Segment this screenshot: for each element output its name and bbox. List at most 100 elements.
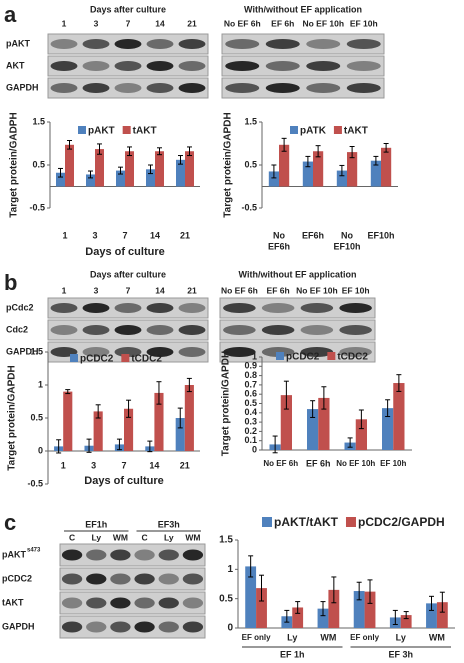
y-tick-label: 0.3 [244,416,257,426]
blot-band [182,549,204,561]
blot-band [146,347,174,357]
lane-label: 7 [126,18,131,28]
bar [185,151,194,187]
bar [95,149,104,187]
blot-band [134,621,155,633]
row-label: GAPDH [6,82,39,92]
legend-swatch [70,354,78,362]
y-tick-label: 0.5 [32,159,45,169]
lane-label: C [142,532,148,542]
blot-band [86,621,107,633]
y-tick-label: 0.2 [244,426,257,436]
y-tick-label: 0 [38,445,43,455]
panel-label: b [4,270,17,295]
blot-strip [221,77,385,99]
bar [292,607,304,628]
x-tick-label: EF only [242,633,271,642]
bar [154,392,164,451]
blot-strip [221,55,385,77]
blot-band [339,325,372,335]
blot-band [265,83,300,93]
y-axis-label: Target protein/GADPH [9,112,20,217]
legend-label: tCDC2 [337,352,368,363]
legend-label: pCDC2 [80,354,114,365]
bar [313,151,324,187]
legend-swatch [262,517,272,527]
blot-band [158,573,179,585]
y-tick-label: -0.5 [27,478,43,488]
blot-group: EF3h [158,519,180,529]
blot-strip [219,297,376,319]
blot-band [114,83,142,93]
blot-band [146,325,174,335]
blot-band [178,347,206,357]
bar [302,161,313,187]
bar [336,170,347,187]
blot-band [146,83,174,93]
x-tick-label: EF 10h [380,459,406,468]
x-tick-label: EF6h [268,241,290,251]
panel-label: c [4,510,16,535]
blot-header: Days after culture [90,4,166,14]
legend-label: tAKT [344,126,368,137]
blot-band [50,303,78,313]
x-tick-label: WM [429,632,445,642]
bar [318,397,330,450]
y-tick-label: 0.5 [244,159,257,169]
blot-band [265,61,300,71]
blot-strip [219,341,376,363]
bar [124,408,134,451]
blot-band [82,325,110,335]
y-axis-label: Target protein/GAPDH [7,365,18,470]
blot-header: Days after culture [90,269,166,279]
blot-band [50,61,78,71]
bar [93,411,103,451]
x-tick-label: EF only [350,633,379,642]
x-tick-label: EF6h [302,230,324,240]
legend-label: pATK [300,126,327,137]
x-tick-label: No EF 10h [336,459,375,468]
bar [176,159,185,187]
y-tick-label: 0 [252,444,257,454]
y-tick-label: 0.8 [244,370,257,380]
lane-label: No EF 6h [221,285,258,295]
y-tick-label: 1 [38,379,43,389]
bar [381,147,392,187]
lane-label: Ly [164,532,174,542]
lane-label: 21 [187,285,197,295]
lane-label: Ly [91,532,101,542]
y-tick-label: -0.5 [29,202,45,212]
blot-header: With/without EF application [244,4,362,14]
x-axis-label: Days of culture [85,246,164,258]
blot-band [300,347,334,357]
legend-swatch [290,126,298,134]
blot-band [158,549,179,561]
x-tick-label: Ly [287,632,297,642]
bar [65,144,74,187]
row-label: pCDC2 [2,573,32,583]
row-label: GAPDH [6,346,39,356]
legend-swatch [327,352,336,360]
bar [382,408,394,450]
blot-band [306,39,341,49]
x-tick-label: 1 [62,230,67,240]
group-label: EF 1h [280,649,305,659]
blot-band [346,61,381,71]
blot-band [265,39,300,49]
blot-band [110,573,131,585]
bar [364,591,376,628]
blot-band [114,303,142,313]
blot-band [134,573,155,585]
blot-band [134,549,155,561]
blot-band [146,303,174,313]
blot-band [339,347,372,357]
blot-band [225,83,260,93]
x-tick-label: 7 [122,230,127,240]
bar [116,170,125,187]
lane-label: EF 10h [350,18,378,28]
blot-strip [219,319,376,341]
x-tick-label: EF 6h [306,458,331,468]
blot-band [261,303,295,313]
legend-label: tCDC2 [131,354,162,365]
blot-band [182,621,204,633]
